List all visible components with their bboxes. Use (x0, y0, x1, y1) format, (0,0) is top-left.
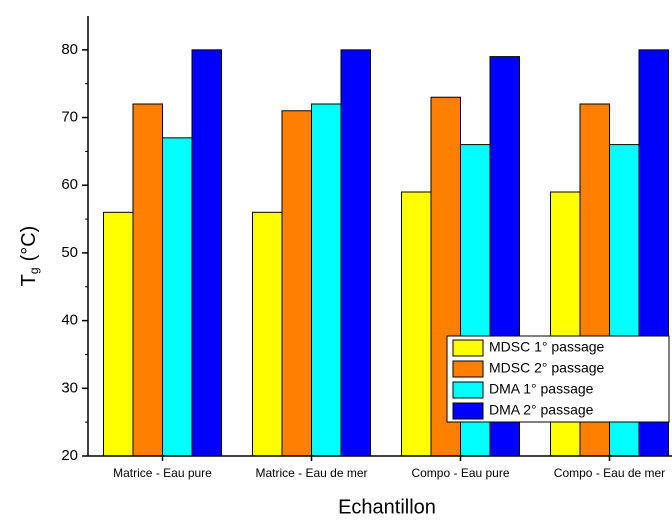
bar (191, 49, 222, 457)
y-tick-label: 70 (61, 109, 78, 126)
x-axis-title: Echantillon (338, 496, 436, 518)
y-tick-label: 50 (61, 244, 78, 261)
bar (103, 211, 134, 457)
y-tick-label: 30 (61, 379, 78, 396)
bar (340, 49, 371, 457)
legend-swatch (452, 402, 484, 420)
y-tick-label: 80 (61, 41, 78, 58)
bar (162, 137, 193, 457)
legend-label: MDSC 1° passage (489, 339, 605, 355)
legend-swatch (452, 360, 484, 378)
bar (401, 191, 432, 457)
legend-label: DMA 2° passage (489, 402, 594, 418)
legend-box (446, 335, 670, 423)
legend-swatch (452, 381, 484, 399)
bar (252, 211, 283, 457)
legend-label: DMA 1° passage (489, 381, 594, 397)
bar (281, 110, 312, 457)
y-axis-title: Tg (°C) (18, 226, 41, 287)
legend: MDSC 1° passage MDSC 2° passage DMA 1° pas… (446, 335, 670, 423)
y-tick-label: 40 (61, 312, 78, 329)
x-tick-label: Matrice - Eau pure (113, 466, 212, 480)
legend-label: MDSC 2° passage (489, 360, 605, 376)
y-tick-label: 60 (61, 176, 78, 193)
x-tick-label: Matrice - Eau de mer (255, 466, 367, 480)
y-tick-label: 20 (61, 447, 78, 464)
y-axis-unit: (°C) (18, 226, 40, 262)
bar (132, 103, 163, 457)
x-tick-label: Compo - Eau pure (411, 466, 509, 480)
y-axis-subscript: g (27, 267, 41, 274)
legend-swatch (452, 339, 484, 357)
bar (311, 103, 342, 457)
y-axis-symbol: T (18, 274, 40, 286)
x-tick-label: Compo - Eau de mer (554, 466, 665, 480)
